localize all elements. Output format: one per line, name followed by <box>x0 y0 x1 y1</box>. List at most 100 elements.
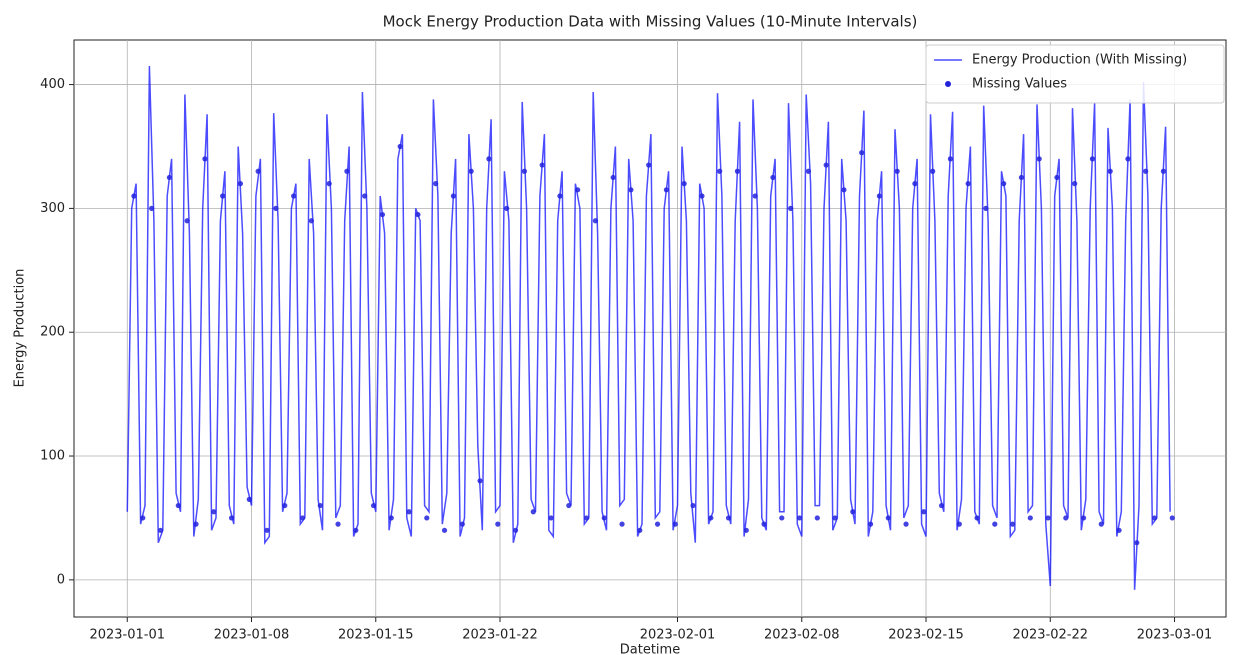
missing-point <box>592 218 599 224</box>
missing-point <box>131 193 137 199</box>
missing-point <box>477 478 483 484</box>
x-tick-label: 2023-02-15 <box>888 628 964 643</box>
missing-point <box>1143 168 1149 174</box>
missing-point <box>184 218 190 224</box>
legend-label: Energy Production (With Missing) <box>972 53 1187 68</box>
missing-point <box>867 521 874 527</box>
x-tick-label: 2023-02-22 <box>1012 628 1088 643</box>
missing-point <box>220 193 226 199</box>
missing-point <box>1080 515 1087 521</box>
missing-point <box>672 521 678 527</box>
missing-point <box>1107 168 1113 174</box>
missing-point <box>1054 174 1060 181</box>
missing-point <box>157 527 164 533</box>
missing-point <box>211 509 217 515</box>
missing-point <box>1018 174 1025 181</box>
missing-point <box>814 515 820 521</box>
x-axis-label: Datetime <box>620 643 680 655</box>
missing-point <box>779 515 785 521</box>
missing-point <box>441 527 448 533</box>
missing-point <box>521 168 528 174</box>
missing-point <box>1063 515 1069 521</box>
missing-point <box>796 515 803 521</box>
missing-point <box>805 168 812 174</box>
missing-point <box>1072 181 1078 187</box>
missing-point <box>912 181 918 187</box>
missing-point <box>663 187 670 193</box>
missing-point <box>353 527 359 533</box>
missing-point <box>823 162 829 168</box>
missing-point <box>335 521 341 527</box>
missing-point <box>299 515 306 521</box>
missing-point <box>575 187 581 193</box>
y-tick-label: 200 <box>40 325 65 340</box>
missing-point <box>362 193 368 199</box>
missing-point <box>557 193 563 199</box>
missing-point <box>1089 156 1096 162</box>
missing-point <box>965 181 971 187</box>
y-tick-label: 100 <box>40 449 65 464</box>
missing-point <box>850 509 856 515</box>
missing-point <box>237 181 244 187</box>
missing-point <box>1151 515 1158 521</box>
missing-point <box>486 156 492 162</box>
missing-point <box>832 515 838 521</box>
missing-point <box>1125 156 1131 162</box>
missing-point <box>1027 515 1033 521</box>
missing-point <box>1160 168 1167 174</box>
y-axis-label: Energy Production <box>13 269 28 388</box>
missing-point <box>468 168 474 174</box>
missing-point <box>752 193 758 199</box>
missing-point <box>770 174 776 181</box>
missing-point <box>344 168 350 174</box>
missing-point <box>646 162 652 168</box>
x-tick-label: 2023-02-08 <box>764 628 840 643</box>
missing-point <box>761 521 767 527</box>
missing-point <box>433 181 439 187</box>
missing-point <box>1169 515 1175 521</box>
missing-point <box>370 502 377 509</box>
missing-point <box>921 509 927 515</box>
legend-box <box>925 44 1225 104</box>
missing-point <box>1009 521 1016 527</box>
missing-point <box>743 527 749 533</box>
missing-point <box>264 527 270 533</box>
missing-point <box>379 211 386 218</box>
missing-point <box>628 187 634 193</box>
missing-point <box>566 502 572 509</box>
missing-point <box>974 515 980 521</box>
missing-point <box>859 150 865 156</box>
missing-point <box>956 521 962 527</box>
missing-point <box>539 162 545 168</box>
missing-point <box>654 521 661 527</box>
missing-point <box>450 193 457 199</box>
missing-point <box>983 205 989 211</box>
missing-point <box>166 174 173 181</box>
missing-point <box>583 515 590 521</box>
missing-point <box>291 193 297 199</box>
missing-point <box>255 168 261 174</box>
missing-point <box>885 515 891 521</box>
missing-point <box>930 168 936 174</box>
missing-point <box>841 187 847 193</box>
missing-point <box>708 515 714 521</box>
missing-point <box>699 193 705 199</box>
missing-point <box>459 521 465 527</box>
missing-point <box>317 502 323 509</box>
missing-point <box>388 515 394 521</box>
missing-point <box>681 181 687 187</box>
x-tick-label: 2023-01-08 <box>214 628 290 643</box>
missing-point <box>504 205 510 211</box>
missing-point <box>512 527 519 533</box>
missing-point <box>1045 515 1051 521</box>
missing-point <box>282 502 288 509</box>
missing-point <box>1001 181 1007 187</box>
missing-point <box>140 515 146 521</box>
missing-point <box>690 502 696 509</box>
missing-point <box>193 521 199 527</box>
missing-point <box>424 515 430 521</box>
missing-point <box>725 515 732 521</box>
missing-point <box>228 515 235 521</box>
missing-point <box>992 521 998 527</box>
